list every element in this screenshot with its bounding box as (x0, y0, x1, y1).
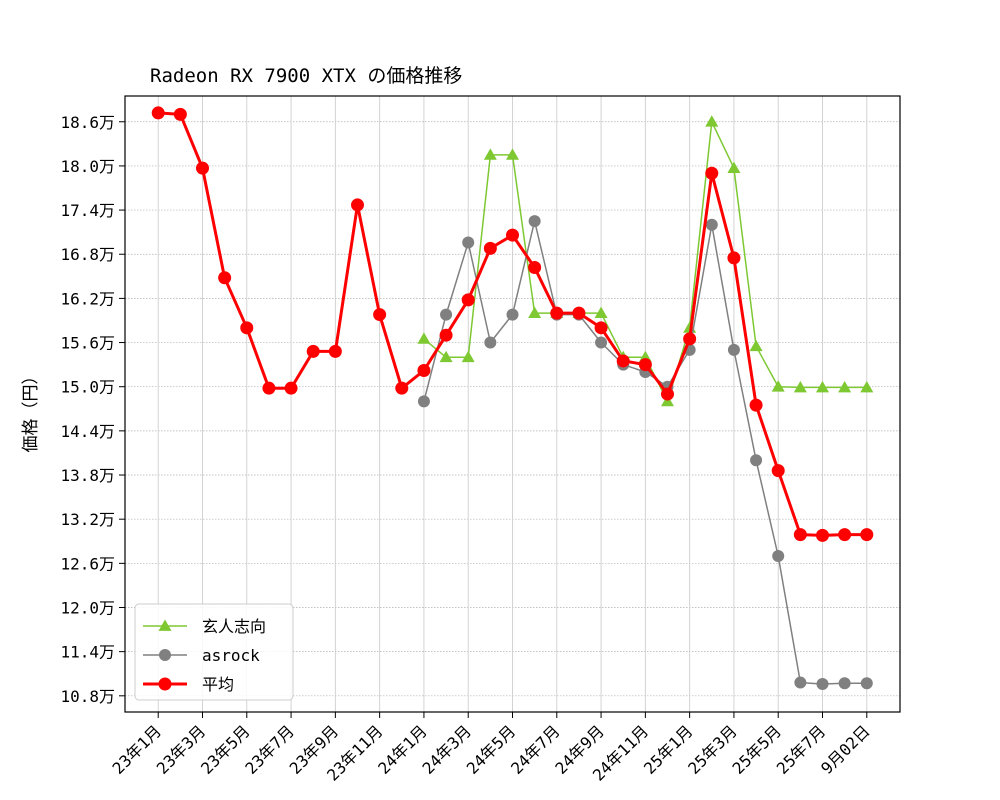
data-point-average (838, 528, 852, 542)
data-point-average (395, 381, 409, 395)
data-point-asrock (838, 677, 851, 690)
data-point-average (196, 161, 209, 175)
data-point-genkotsu (417, 332, 431, 344)
data-point-average (218, 271, 232, 285)
data-point-asrock (772, 549, 785, 562)
data-point-average (439, 328, 453, 342)
data-point-average (173, 107, 187, 121)
data-point-average (417, 364, 431, 378)
data-point-average (506, 228, 519, 242)
data-point-average (373, 308, 387, 322)
data-point-genkotsu (860, 380, 874, 393)
y-tick-label: 12.0万 (60, 598, 115, 617)
data-point-asrock (595, 336, 608, 349)
data-point-genkotsu (506, 148, 519, 160)
data-point-average (638, 358, 652, 372)
series-average (151, 106, 874, 542)
data-point-genkotsu (727, 161, 741, 173)
data-point-genkotsu (439, 350, 453, 363)
data-point-average (771, 464, 785, 478)
data-point-average (594, 321, 608, 335)
legend-marker-genkotsu (158, 619, 172, 631)
data-point-average (461, 293, 475, 307)
y-tick-label: 14.4万 (60, 422, 115, 441)
data-point-average (351, 198, 364, 212)
data-point-asrock (417, 395, 430, 408)
data-point-genkotsu (793, 380, 807, 393)
data-point-average (793, 528, 807, 542)
data-point-average (661, 387, 674, 401)
data-point-average (240, 321, 254, 335)
data-point-average (262, 381, 276, 395)
data-point-genkotsu (594, 306, 608, 318)
data-point-asrock (440, 308, 453, 321)
data-point-asrock (860, 677, 873, 690)
data-point-average (550, 306, 564, 320)
data-point-average (749, 398, 763, 412)
data-point-average (705, 166, 719, 180)
y-tick-label: 15.6万 (60, 334, 115, 353)
data-point-genkotsu (528, 306, 542, 318)
data-point-asrock (462, 236, 475, 249)
y-tick-label: 12.6万 (60, 554, 115, 573)
data-point-genkotsu (749, 339, 763, 352)
data-point-asrock (794, 676, 807, 689)
y-tick-label: 10.8万 (60, 687, 115, 706)
legend-item-average: 平均 (143, 675, 234, 694)
data-point-average (306, 344, 320, 358)
data-point-genkotsu (838, 380, 852, 393)
data-point-asrock (727, 343, 740, 356)
y-tick-label: 15.0万 (60, 378, 115, 397)
legend-marker-average (158, 677, 172, 691)
series-layer (151, 106, 874, 691)
legend: 玄人志向 asrock 平均 (134, 603, 294, 701)
data-point-asrock (816, 678, 829, 691)
y-tick-label: 13.2万 (60, 510, 115, 529)
data-point-asrock (750, 454, 763, 467)
legend-item-genkotsu: 玄人志向 (143, 617, 266, 636)
data-point-genkotsu (705, 115, 719, 127)
data-point-genkotsu (816, 380, 829, 393)
y-tick-label: 17.4万 (60, 201, 115, 220)
data-point-asrock (705, 218, 718, 231)
y-axis-label: 価格（円） (21, 368, 41, 453)
y-tick-label: 13.8万 (60, 466, 115, 485)
y-tick-label: 16.2万 (60, 289, 115, 308)
data-point-genkotsu (461, 350, 475, 363)
data-point-asrock (506, 308, 519, 321)
data-point-average (151, 106, 165, 120)
data-point-average (816, 528, 829, 542)
chart-title: Radeon RX 7900 XTX の価格推移 (150, 65, 462, 87)
legend-marker-asrock (159, 649, 171, 661)
data-point-average (860, 528, 874, 542)
legend-label-average: 平均 (202, 675, 234, 694)
data-point-average (284, 381, 298, 395)
data-point-average (727, 251, 741, 265)
data-point-genkotsu (483, 148, 497, 160)
y-tick-label: 18.6万 (60, 113, 115, 132)
data-point-genkotsu (661, 394, 674, 407)
legend-item-asrock: asrock (143, 646, 260, 665)
data-point-average (328, 344, 342, 358)
legend-label-asrock: asrock (202, 646, 260, 665)
legend-label-genkotsu: 玄人志向 (202, 617, 266, 636)
data-point-average (683, 332, 697, 346)
data-point-average (528, 260, 542, 274)
data-point-genkotsu (771, 380, 785, 392)
y-tick-label: 16.8万 (60, 245, 115, 264)
legend-box (134, 603, 294, 701)
y-tick-label: 18.0万 (60, 157, 115, 176)
data-point-asrock (528, 215, 541, 228)
data-point-average (572, 306, 586, 320)
y-tick-label: 11.4万 (60, 643, 115, 662)
data-point-asrock (484, 336, 497, 349)
data-point-average (616, 354, 630, 368)
data-point-average (483, 241, 497, 255)
